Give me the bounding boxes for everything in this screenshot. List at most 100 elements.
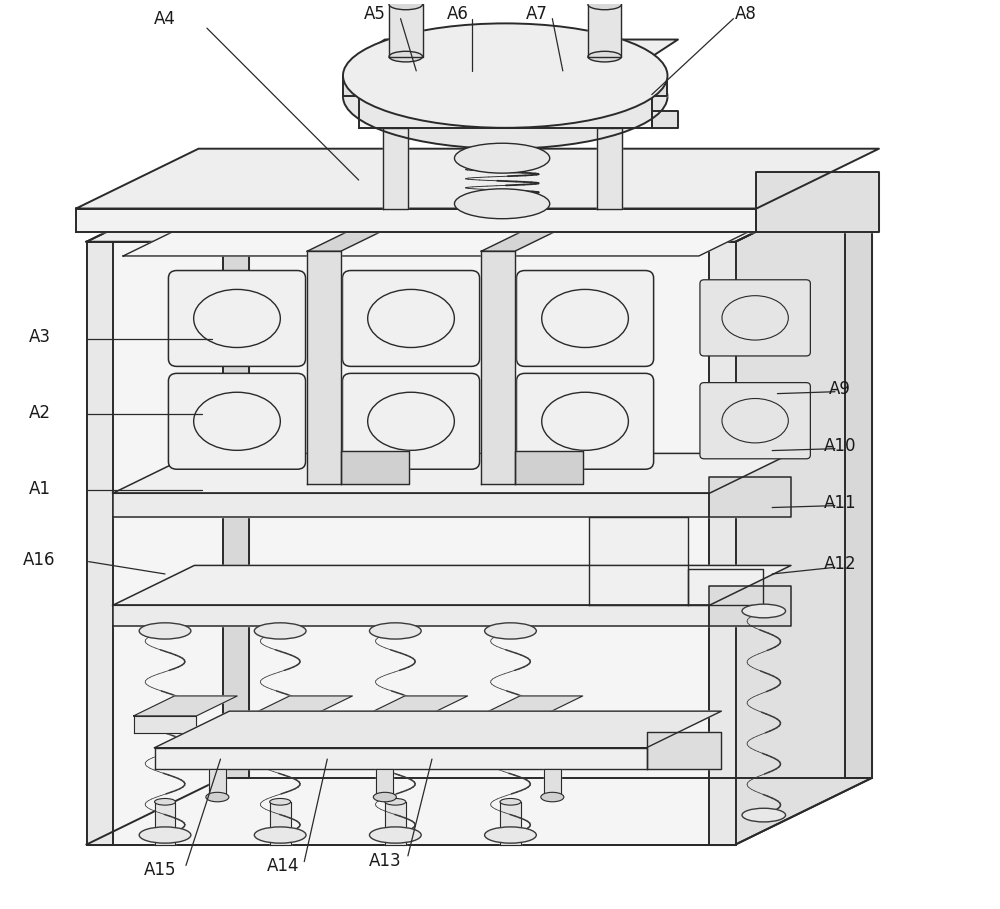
Polygon shape <box>134 696 237 716</box>
Text: A6: A6 <box>447 5 469 23</box>
Polygon shape <box>647 732 721 769</box>
Polygon shape <box>76 208 756 232</box>
Polygon shape <box>209 769 226 797</box>
FancyBboxPatch shape <box>168 271 306 366</box>
Ellipse shape <box>588 51 621 62</box>
Polygon shape <box>589 517 688 605</box>
Ellipse shape <box>454 144 550 173</box>
Polygon shape <box>134 716 196 733</box>
Ellipse shape <box>389 51 423 62</box>
Polygon shape <box>736 175 872 844</box>
Polygon shape <box>87 242 736 844</box>
Text: A2: A2 <box>28 404 50 422</box>
Ellipse shape <box>155 798 175 805</box>
Polygon shape <box>155 802 175 844</box>
Polygon shape <box>87 242 113 844</box>
Text: A12: A12 <box>824 555 857 574</box>
Polygon shape <box>359 56 652 128</box>
Polygon shape <box>113 565 791 605</box>
Polygon shape <box>364 696 468 716</box>
FancyBboxPatch shape <box>516 271 654 366</box>
Text: A15: A15 <box>144 861 176 879</box>
Polygon shape <box>385 802 406 844</box>
Text: A4: A4 <box>154 10 176 27</box>
FancyBboxPatch shape <box>700 280 810 356</box>
Polygon shape <box>709 242 736 844</box>
Text: A5: A5 <box>363 5 385 23</box>
Ellipse shape <box>369 623 421 639</box>
Ellipse shape <box>485 827 536 844</box>
Polygon shape <box>341 451 409 484</box>
Polygon shape <box>113 454 791 494</box>
Polygon shape <box>515 451 583 484</box>
Polygon shape <box>155 711 721 748</box>
Polygon shape <box>113 494 709 517</box>
Ellipse shape <box>343 45 667 149</box>
Ellipse shape <box>454 189 550 219</box>
Polygon shape <box>597 128 622 208</box>
Ellipse shape <box>254 827 306 844</box>
Polygon shape <box>249 696 352 716</box>
Ellipse shape <box>385 798 406 805</box>
Polygon shape <box>479 716 542 733</box>
Text: A14: A14 <box>267 857 300 875</box>
Polygon shape <box>359 39 678 56</box>
Polygon shape <box>544 769 561 797</box>
Polygon shape <box>481 251 515 484</box>
Ellipse shape <box>206 793 229 802</box>
Text: A7: A7 <box>526 5 548 23</box>
Text: A3: A3 <box>28 327 50 345</box>
Polygon shape <box>307 251 341 484</box>
Polygon shape <box>709 477 791 517</box>
FancyBboxPatch shape <box>342 374 480 469</box>
Polygon shape <box>376 769 393 797</box>
Text: A1: A1 <box>28 480 50 497</box>
Text: A10: A10 <box>824 437 856 454</box>
Text: A16: A16 <box>23 551 56 569</box>
Polygon shape <box>709 586 791 626</box>
Polygon shape <box>588 5 621 56</box>
Ellipse shape <box>485 623 536 639</box>
Polygon shape <box>87 175 872 242</box>
Polygon shape <box>223 175 249 778</box>
Ellipse shape <box>541 793 564 802</box>
FancyBboxPatch shape <box>168 374 306 469</box>
Polygon shape <box>383 128 408 208</box>
Polygon shape <box>249 716 312 733</box>
Ellipse shape <box>588 0 621 10</box>
Text: A13: A13 <box>369 852 401 870</box>
Polygon shape <box>389 5 423 56</box>
FancyBboxPatch shape <box>516 374 654 469</box>
Polygon shape <box>652 111 678 128</box>
Ellipse shape <box>500 798 521 805</box>
Text: A8: A8 <box>735 5 757 23</box>
Ellipse shape <box>742 808 786 822</box>
Polygon shape <box>756 173 879 232</box>
FancyBboxPatch shape <box>342 271 480 366</box>
Polygon shape <box>500 802 521 844</box>
Text: A9: A9 <box>829 380 851 398</box>
Ellipse shape <box>254 623 306 639</box>
Polygon shape <box>270 802 291 844</box>
Polygon shape <box>113 605 709 626</box>
Ellipse shape <box>373 793 396 802</box>
Polygon shape <box>343 75 667 96</box>
Polygon shape <box>481 218 583 251</box>
FancyBboxPatch shape <box>700 383 810 459</box>
Ellipse shape <box>270 798 291 805</box>
Polygon shape <box>123 203 808 256</box>
Ellipse shape <box>742 604 786 618</box>
Ellipse shape <box>389 0 423 10</box>
Ellipse shape <box>369 827 421 844</box>
Polygon shape <box>76 149 879 208</box>
Polygon shape <box>364 716 427 733</box>
Ellipse shape <box>139 827 191 844</box>
Polygon shape <box>845 175 872 778</box>
Ellipse shape <box>139 623 191 639</box>
Polygon shape <box>479 696 583 716</box>
Ellipse shape <box>343 24 667 128</box>
Ellipse shape <box>464 86 494 98</box>
Polygon shape <box>307 218 409 251</box>
Polygon shape <box>155 748 647 769</box>
Text: A11: A11 <box>824 494 857 512</box>
